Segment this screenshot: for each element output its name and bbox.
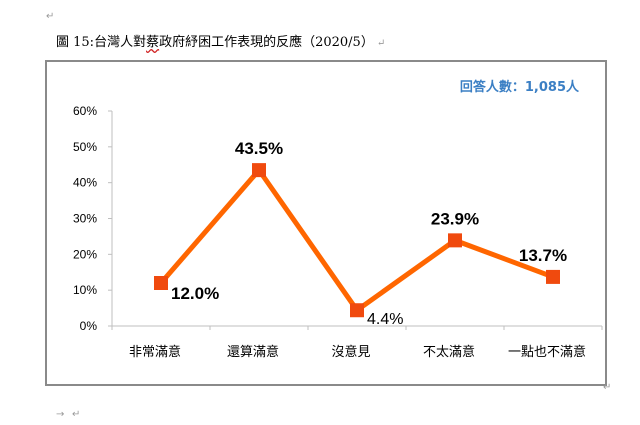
tab-arrow-mark: → — [56, 409, 65, 420]
data-point-marker — [546, 269, 560, 284]
y-tick-label: 30% — [73, 212, 97, 226]
figure-label: 圖 15: — [56, 35, 95, 50]
data-label: 12.0% — [171, 284, 219, 303]
y-tick-label: 60% — [73, 104, 97, 118]
x-category-label: 不太滿意 — [423, 344, 475, 360]
data-point-marker — [350, 303, 364, 318]
respondent-count: 回答人數：1,085人 — [459, 80, 579, 95]
y-tick-label: 10% — [73, 283, 97, 297]
data-point-marker — [252, 163, 266, 178]
spellcheck-word: 蔡 — [146, 35, 160, 50]
caption-title-end: 政府紓困工作表現的反應（2020/5） — [159, 35, 374, 50]
x-category-label: 沒意見 — [331, 344, 370, 360]
data-point-marker — [154, 276, 168, 290]
line-chart: 0% 10% 20% 30% 40% 50% 60% 非常滿意 還算滿意 沒意見 不太滿意 一點也不滿… — [73, 104, 603, 360]
data-label: 13.7% — [519, 246, 567, 265]
figure-caption: 圖 15:台灣人對蔡政府紓困工作表現的反應（2020/5） ↵ — [56, 31, 385, 50]
data-label: 4.4% — [367, 311, 403, 328]
data-point-marker — [448, 233, 462, 248]
series-line — [159, 166, 554, 314]
chart-frame: 回答人數：1,085人 0% 10% 20% 30% 40% 50% 60% 非常滿意 還算滿意… — [45, 60, 607, 386]
x-category-label: 一點也不滿意 — [508, 344, 586, 360]
caption-return-mark: ↵ — [376, 38, 386, 49]
y-tick-label: 40% — [73, 176, 97, 190]
paragraph-mark-bottom: ↵ — [72, 409, 81, 420]
data-label: 23.9% — [431, 209, 479, 228]
x-category-label: 非常滿意 — [129, 344, 181, 360]
y-tick-label: 20% — [73, 247, 97, 261]
chart-return-mark: ↵ — [603, 382, 612, 393]
y-tick-label: 0% — [80, 319, 98, 333]
paragraph-mark-top: ↵ — [46, 11, 55, 22]
y-tick-label: 50% — [73, 140, 97, 154]
x-category-label: 還算滿意 — [227, 344, 279, 360]
caption-title-start: 台灣人對 — [94, 35, 147, 50]
data-label: 43.5% — [235, 139, 283, 158]
